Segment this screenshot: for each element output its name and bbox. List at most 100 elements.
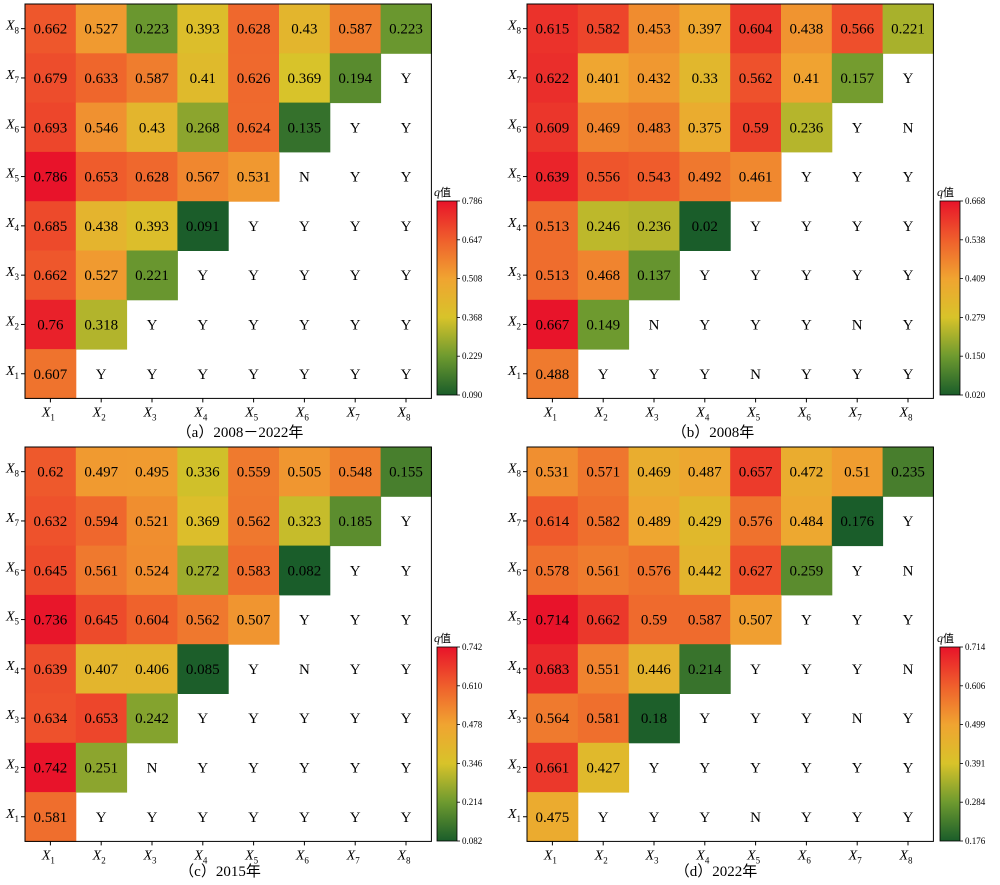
heatmap-cell — [126, 693, 178, 744]
heatmap-cell — [679, 102, 731, 153]
cell-label: 0.43 — [291, 22, 317, 38]
heatmap-cell — [577, 496, 630, 547]
cell-label: Y — [801, 367, 812, 383]
heatmap-cell — [679, 447, 731, 497]
cell-label: Y — [248, 760, 259, 776]
cell-label: 0.407 — [84, 662, 118, 678]
y-tick-label: X7 — [507, 511, 522, 528]
heatmap-cell — [628, 151, 680, 202]
colorbar-tick-label: 0.647 — [462, 235, 483, 245]
cell-label: 0.41 — [190, 71, 216, 87]
colorbar — [939, 646, 961, 842]
colorbar-tick-label: 0.538 — [965, 235, 986, 245]
cell-label: 0.236 — [790, 120, 824, 136]
cell-label: 0.259 — [790, 563, 824, 579]
x-tick-label: X7 — [346, 848, 361, 865]
colorbar — [436, 200, 458, 396]
heatmap-cell — [527, 447, 579, 497]
cell-label: Y — [598, 810, 609, 826]
cell-label: 0.604 — [739, 22, 773, 38]
y-tick-label: X5 — [507, 167, 522, 184]
cell-label: 0.513 — [536, 268, 570, 284]
cell-label: Y — [350, 711, 361, 727]
cell-label: 0.469 — [637, 465, 671, 481]
cell-label: 0.397 — [688, 22, 722, 38]
cell-label: Y — [350, 613, 361, 629]
colorbar-title: q值 — [937, 185, 954, 199]
cell-label: 0.176 — [840, 514, 874, 530]
cell-label: 0.469 — [586, 120, 620, 136]
cell-label: N — [750, 810, 761, 826]
cell-label: 0.556 — [586, 170, 620, 186]
cell-label: 0.657 — [739, 465, 773, 481]
heatmap-cell — [628, 201, 680, 251]
cell-label: 0.18 — [641, 711, 667, 727]
cell-label: 0.566 — [840, 22, 874, 38]
plot-frame — [526, 3, 934, 399]
heatmap-cell — [25, 594, 77, 645]
heatmap-cell — [279, 496, 331, 547]
cell-label: Y — [401, 711, 412, 727]
heatmap-cell — [380, 447, 432, 497]
plot-frame — [24, 446, 432, 842]
heatmap-cell — [527, 792, 579, 842]
cell-label: Y — [299, 219, 310, 235]
cell-label: 0.546 — [84, 120, 118, 136]
cell-label: 0.653 — [84, 711, 118, 727]
cell-label: 0.442 — [688, 563, 722, 579]
heatmap-cell — [527, 250, 579, 301]
cell-label: Y — [699, 760, 710, 776]
x-tick-label: X6 — [797, 848, 812, 865]
cell-label: 0.76 — [37, 317, 64, 333]
colorbar-tick-label: 0.742 — [462, 642, 482, 652]
colorbar-tick-label: 0.082 — [462, 836, 482, 846]
cell-label: Y — [699, 711, 710, 727]
heatmap-cell — [25, 53, 77, 104]
x-tick-label: X4 — [193, 405, 208, 422]
x-tick-label: X8 — [898, 848, 913, 865]
cell-label: Y — [248, 367, 259, 383]
heatmap-cell — [177, 545, 229, 596]
cell-label: Y — [248, 810, 259, 826]
cell-label: 0.272 — [186, 563, 220, 579]
heatmap-cell — [279, 545, 331, 596]
heatmap-cell — [679, 4, 731, 54]
cell-label: Y — [350, 120, 361, 136]
heatmap-cell — [781, 53, 833, 104]
cell-label: 0.628 — [237, 22, 271, 38]
cell-label: 0.497 — [84, 465, 118, 481]
cell-label: 0.221 — [135, 268, 169, 284]
heatmap-cell — [75, 644, 128, 694]
cell-label: 0.33 — [692, 71, 718, 87]
heatmap-panel-4: 0.531 0.571 0.469 0.487 0.657 0.472 0.51 0.235 0… — [507, 446, 986, 880]
cell-label: 0.581 — [586, 711, 620, 727]
cell-label: Y — [401, 71, 412, 87]
heatmap-cell — [279, 4, 331, 54]
cell-label: Y — [401, 268, 412, 284]
cell-label: Y — [852, 760, 863, 776]
heatmap-cell — [527, 594, 579, 645]
cell-label: Y — [147, 367, 158, 383]
cell-label: 0.488 — [536, 367, 570, 383]
colorbar-tick-label: 0.346 — [462, 758, 483, 768]
cell-label: 0.59 — [641, 613, 667, 629]
cell-label: 0.438 — [790, 22, 824, 38]
cell-label: Y — [299, 613, 310, 629]
heatmap-cell — [126, 545, 178, 596]
cell-label: 0.633 — [84, 71, 118, 87]
heatmap-cell — [75, 151, 128, 202]
y-tick-label: X5 — [507, 610, 522, 627]
cell-label: Y — [401, 514, 412, 530]
cell-label: Y — [350, 810, 361, 826]
heatmap-cell — [679, 644, 731, 694]
x-tick-label: X3 — [644, 848, 659, 865]
cell-label: Y — [750, 317, 761, 333]
cell-label: Y — [248, 268, 259, 284]
cell-label: 0.662 — [34, 22, 68, 38]
cell-label: Y — [903, 219, 914, 235]
cell-label: 0.693 — [34, 120, 68, 136]
cell-label: 0.564 — [536, 711, 570, 727]
heatmap-cell — [527, 693, 579, 744]
cell-label: Y — [750, 760, 761, 776]
heatmap-cell — [628, 545, 680, 596]
